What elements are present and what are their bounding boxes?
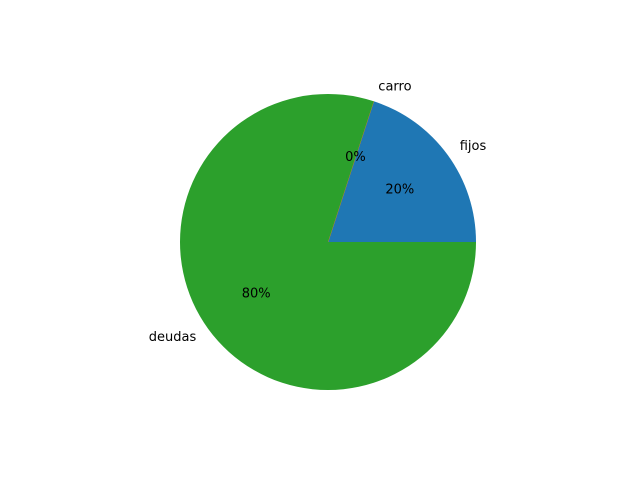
- pie-slice-fijos: [328, 101, 476, 242]
- pie-slice-deudas: [179, 94, 476, 390]
- slice-label-carro: carro: [378, 80, 411, 95]
- pct-label-carro: 0%: [345, 150, 366, 165]
- slice-label-deudas: deudas: [149, 330, 197, 345]
- slice-label-fijos: fijos: [460, 139, 487, 154]
- pct-label-fijos: 20%: [385, 182, 414, 197]
- pie-slices: [179, 94, 476, 390]
- pie-labels: fijos 20% carro 0% deudas 80%: [149, 80, 487, 346]
- pct-label-deudas: 80%: [242, 287, 271, 302]
